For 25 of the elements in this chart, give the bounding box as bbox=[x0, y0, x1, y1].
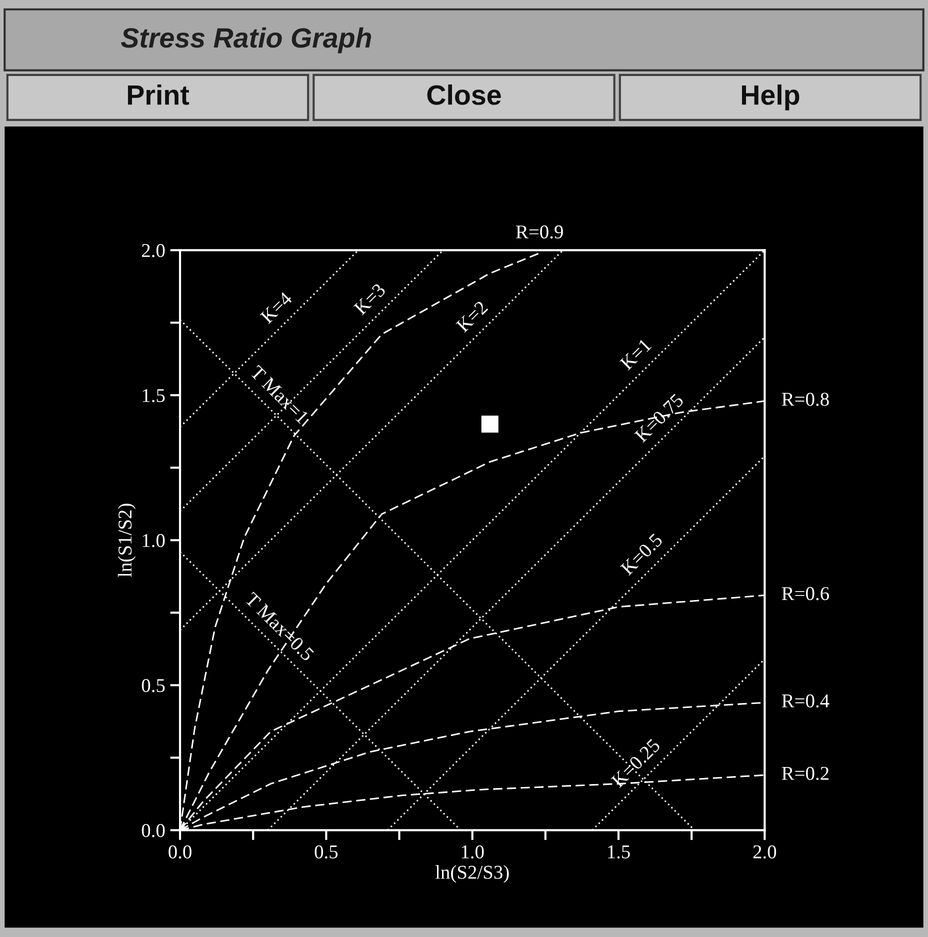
x-axis-title: ln(S2/S3) bbox=[435, 865, 509, 883]
annotation: K=4 bbox=[260, 291, 293, 324]
text: Help bbox=[742, 84, 800, 110]
y-axis-title: ln(S1/S2) bbox=[118, 504, 136, 578]
x-tick-label: 0.5 bbox=[314, 845, 338, 859]
y-tick-label: 0.5 bbox=[142, 678, 165, 692]
annotation: R=0.8 bbox=[782, 392, 829, 406]
y-tick-label: 1.5 bbox=[142, 389, 165, 402]
x-tick-label: 0.0 bbox=[168, 845, 192, 859]
annotation: K=2 bbox=[456, 300, 488, 333]
annotation: K=1 bbox=[619, 338, 652, 370]
chart-title: Stress Ratio Graph bbox=[120, 27, 372, 54]
text: Close bbox=[427, 84, 501, 105]
y-tick-label: 2.0 bbox=[142, 244, 165, 258]
text: Print bbox=[128, 84, 190, 105]
annotation: R=0.2 bbox=[782, 766, 829, 780]
y-tick-label: 0.0 bbox=[142, 824, 165, 838]
annotation: R=0.4 bbox=[782, 694, 830, 708]
x-tick-label: 1.0 bbox=[462, 845, 484, 859]
annotation: R=0.9 bbox=[516, 225, 563, 239]
x-tick-label: 1.5 bbox=[608, 845, 630, 859]
annotation: R=0.6 bbox=[782, 587, 829, 600]
y-tick-label: 1.0 bbox=[142, 534, 165, 548]
annotation: K=3 bbox=[353, 282, 386, 316]
x-tick-label: 2.0 bbox=[753, 845, 776, 859]
